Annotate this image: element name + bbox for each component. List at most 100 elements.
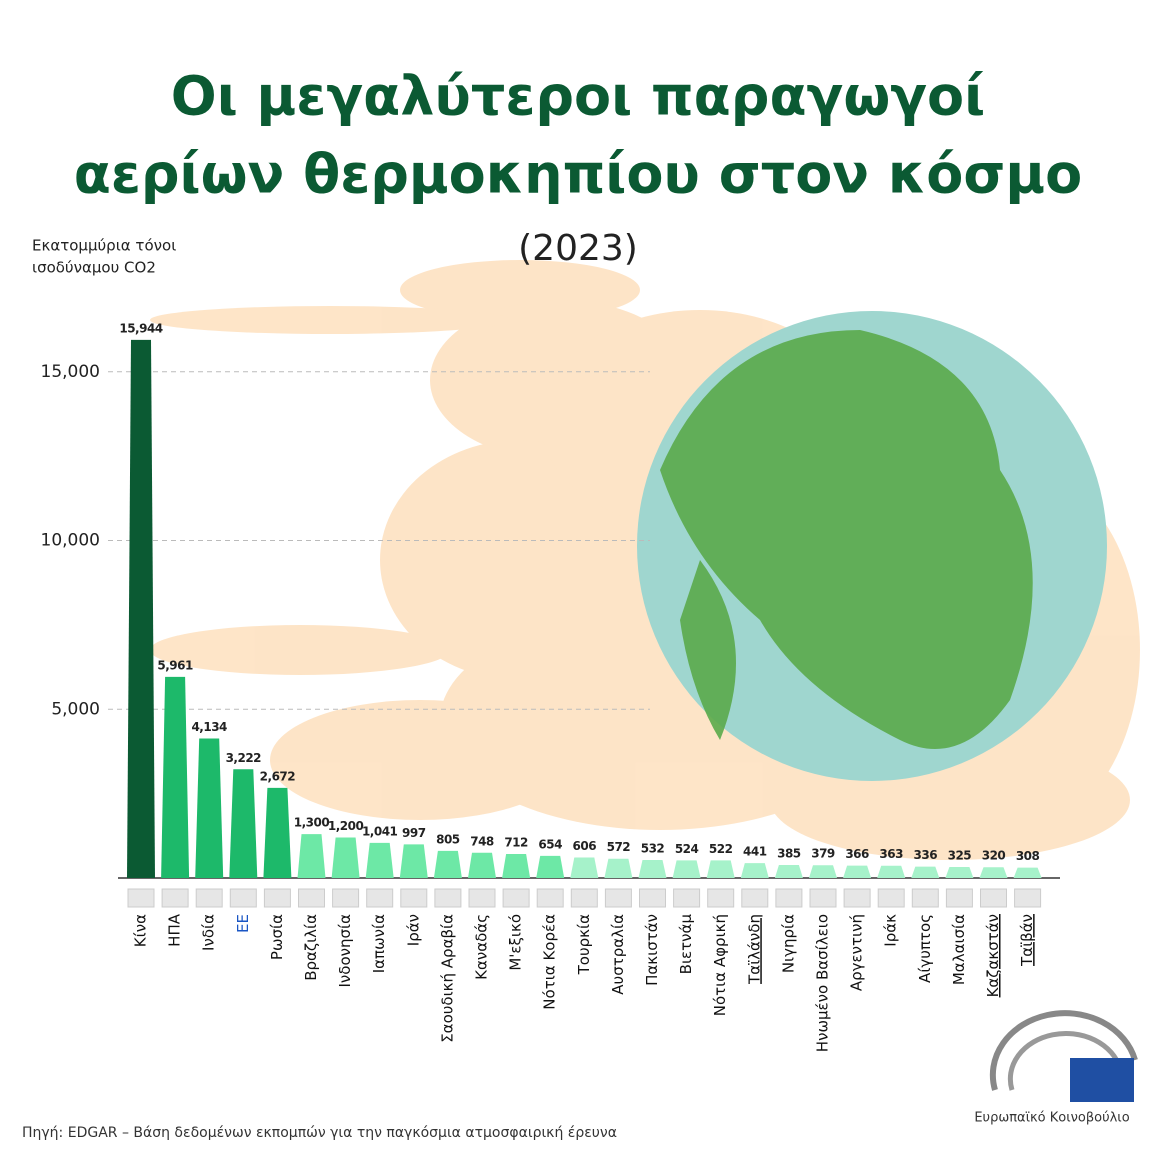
bar (468, 852, 496, 878)
x-tick-label: Αργεντινή (848, 914, 866, 991)
flag (468, 888, 496, 908)
bar (161, 676, 190, 878)
bar (365, 842, 394, 878)
value-label: 336 (914, 848, 938, 862)
value-label: 4,134 (191, 720, 227, 734)
value-label: 366 (845, 847, 869, 861)
flag (809, 888, 837, 908)
x-tick-label: Αυστραλία (609, 914, 627, 995)
x-tick-label: Ιράκ (882, 914, 900, 947)
flag (877, 888, 905, 908)
flag (639, 888, 666, 908)
y-axis-label: ισοδύναμου CO2 (32, 259, 156, 277)
flag (604, 888, 632, 908)
bar (229, 769, 258, 878)
bar (638, 860, 667, 878)
bar (740, 863, 769, 878)
x-tick-label: Βιετνάμ (677, 914, 695, 975)
value-label: 363 (879, 847, 903, 861)
logo-text: Ευρωπαϊκό Κοινοβούλιο (974, 1111, 1129, 1126)
value-label: 748 (470, 834, 494, 848)
bar (263, 787, 292, 878)
x-tick-label: ΕΕ (234, 914, 252, 933)
flag (775, 888, 803, 908)
value-label: 15,944 (119, 321, 162, 335)
value-label: 325 (948, 849, 972, 863)
x-tick-label: Ιαπωνία (370, 914, 388, 973)
chart-title: αερίων θερμοκηπίου στον κόσμο (74, 143, 1083, 206)
bar (195, 738, 224, 878)
bar (809, 865, 837, 878)
value-label: 441 (743, 845, 767, 859)
bar (979, 867, 1008, 878)
flag (400, 888, 428, 908)
value-label: 320 (982, 849, 1006, 863)
chart-subtitle: (2023) (518, 228, 638, 269)
x-tick-label: Ιράν (404, 914, 422, 946)
flag (911, 888, 939, 908)
value-label: 805 (436, 832, 460, 846)
bar (843, 865, 872, 878)
flag (1014, 888, 1042, 908)
flag (707, 888, 735, 908)
flag (161, 888, 189, 908)
x-tick-label: ΗΠΑ (166, 913, 184, 947)
bar (502, 853, 531, 878)
value-label: 1,300 (294, 816, 330, 830)
bar (536, 855, 565, 878)
value-label: 712 (504, 835, 528, 849)
bar (297, 834, 326, 878)
value-label: 5,961 (157, 658, 193, 672)
x-tick-label: Ινδονησία (336, 914, 354, 988)
flag (843, 888, 871, 908)
source: Πηγή: EDGAR – Βάση δεδομένων εκπομπών γι… (22, 1125, 617, 1141)
bar (706, 860, 735, 878)
y-tick-label: 5,000 (51, 699, 100, 719)
x-tick-label: Νιγηρία (779, 914, 797, 973)
y-tick-label: 10,000 (41, 531, 100, 551)
x-tick-label: Τουρκία (575, 914, 593, 975)
globe (637, 311, 1107, 781)
x-tick-label: Νότια Κορέα (541, 914, 559, 1010)
bar (570, 857, 599, 878)
x-tick-label: Αίγυπτος (916, 914, 934, 983)
value-label: 997 (402, 826, 426, 840)
flag (263, 888, 291, 908)
flag (536, 888, 564, 908)
flag (366, 888, 394, 908)
flag (945, 888, 973, 908)
value-label: 524 (675, 842, 699, 856)
x-tick-label: Καναδάς (473, 914, 491, 980)
x-tick-label: Καζακστάν (984, 914, 1002, 997)
chart-title: Οι μεγαλύτεροι παραγωγοί (171, 65, 985, 128)
bar (604, 858, 633, 878)
x-tick-label: Μαλαισία (950, 914, 968, 985)
x-tick-label: Νότια Αφρική (711, 914, 729, 1016)
bar (672, 860, 701, 878)
bar (945, 867, 974, 878)
y-tick-label: 15,000 (41, 362, 100, 382)
flag (741, 888, 769, 908)
value-label: 522 (709, 842, 733, 856)
x-tick-label: Ινδία (200, 914, 218, 951)
flag (673, 888, 701, 908)
flag (229, 888, 257, 908)
bar (877, 865, 906, 878)
bar (911, 866, 940, 878)
value-label: 1,200 (328, 819, 364, 833)
value-label: 572 (607, 840, 631, 854)
value-label: 532 (641, 842, 665, 856)
bar (1013, 867, 1042, 878)
value-label: 606 (573, 839, 597, 853)
x-tick-label: Ταϊλάνδη (745, 914, 763, 985)
value-label: 2,672 (260, 769, 296, 783)
x-tick-label: Ηνωμένο Βασίλειο (814, 914, 832, 1052)
flag (127, 888, 155, 908)
y-axis-label: Εκατομμύρια τόνοι (32, 237, 176, 255)
flag (502, 888, 530, 908)
flag (298, 888, 325, 908)
value-label: 308 (1016, 849, 1040, 863)
x-tick-label: Μ'εξικό (507, 914, 525, 971)
value-label: 1,041 (362, 824, 398, 838)
